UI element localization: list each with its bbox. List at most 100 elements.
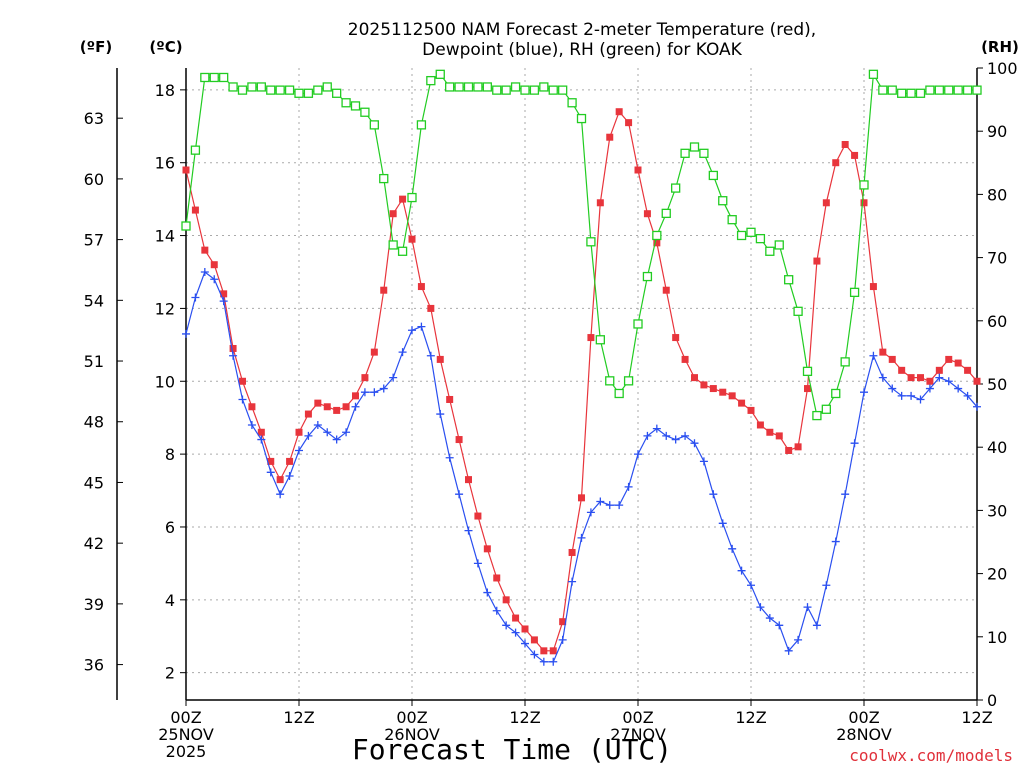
rh-point — [332, 88, 342, 98]
rh-point — [558, 85, 568, 95]
dewpoint-point — [332, 435, 341, 444]
dewpoint-point — [323, 428, 332, 437]
x-tick-label: 25NOV — [158, 725, 214, 744]
rh-point — [341, 98, 351, 108]
dewpoint-point — [426, 351, 435, 360]
temperature-point — [380, 286, 388, 294]
rh-point — [652, 230, 662, 241]
dewpoint-point — [869, 351, 878, 360]
dewpoint-point — [389, 373, 398, 382]
rh-unit-label: (RH) — [981, 38, 1019, 56]
rh-point — [209, 72, 219, 83]
dewpoint-point — [473, 559, 482, 568]
temperature-point — [361, 374, 369, 382]
rh-tick-label: 0 — [987, 691, 997, 710]
celsius-tick-label: 12 — [155, 299, 175, 318]
rh-axis: 0 10 20 30 40 50 60 70 80 90 100 — [977, 59, 1018, 710]
temperature-point — [964, 366, 972, 374]
dewpoint-point — [219, 297, 228, 306]
temperature-point — [276, 476, 284, 484]
temperature-point — [465, 476, 472, 484]
rh-point — [689, 142, 700, 152]
dewpoint-point — [747, 581, 755, 590]
celsius-unit-label: (ºC) — [149, 38, 182, 56]
rh-point — [774, 240, 784, 250]
dewpoint-point — [907, 391, 916, 400]
rh-point — [897, 88, 907, 98]
rh-point — [463, 82, 474, 92]
temperature-point — [417, 283, 425, 291]
rh-point — [868, 69, 879, 79]
dewpoint-point — [652, 424, 661, 433]
temperature-point — [954, 359, 962, 367]
temperature-point — [917, 374, 924, 382]
rh-point — [388, 240, 398, 250]
x-axis-title: Forecast Time (UTC) — [352, 733, 672, 766]
rh-point — [492, 85, 502, 95]
rh-point — [821, 404, 831, 414]
celsius-tick-label: 18 — [155, 81, 175, 100]
temperature-point — [549, 647, 557, 655]
temperature-point — [568, 548, 576, 556]
temperature-point — [700, 381, 708, 389]
temperature-point — [512, 614, 520, 622]
temperature-point — [257, 428, 265, 436]
rh-point — [369, 120, 379, 130]
dewpoint-point — [624, 482, 633, 491]
temperature-point — [766, 428, 774, 436]
dewpoint-point — [765, 614, 774, 623]
rh-point — [576, 113, 587, 124]
rh-point — [708, 170, 718, 181]
dewpoint-point — [850, 439, 859, 448]
rh-tick-label: 40 — [987, 438, 1007, 457]
temperature-point — [869, 283, 877, 291]
fahrenheit-tick-label: 60 — [84, 170, 104, 189]
dewpoint-point — [812, 621, 821, 630]
temperature-point — [502, 596, 510, 604]
dewpoint-point — [191, 293, 200, 302]
temperature-point — [775, 432, 783, 440]
rh-tick-label: 50 — [987, 375, 1007, 394]
dewpoint-point — [351, 402, 360, 411]
temperature-point — [248, 403, 256, 411]
temperature-point — [860, 199, 868, 207]
fahrenheit-tick-label: 39 — [84, 595, 104, 614]
celsius-tick-label: 4 — [165, 591, 175, 610]
dewpoint-point — [944, 377, 953, 386]
rh-point — [520, 85, 530, 95]
fahrenheit-unit-label: (ºF) — [80, 38, 112, 56]
dewpoint-point — [549, 657, 558, 666]
dewpoint-point — [925, 384, 934, 393]
dewpoint-point — [530, 650, 539, 659]
dewpoint-point — [643, 431, 652, 440]
rh-point — [812, 410, 822, 421]
x-tick-label: 28NOV — [836, 725, 892, 744]
rh-point — [831, 388, 841, 399]
temperature-point — [888, 355, 896, 363]
x-tick-label: 00Z — [622, 708, 653, 727]
dewpoint-point — [888, 384, 897, 393]
rh-point — [840, 357, 850, 367]
dewpoint-point — [690, 439, 699, 448]
rh-point — [294, 88, 304, 98]
x-tick-label: 12Z — [283, 708, 314, 727]
temperature-point — [606, 133, 614, 141]
temperature-point — [578, 494, 585, 502]
rh-point — [887, 85, 897, 95]
rh-point — [784, 275, 794, 285]
dewpoint-point — [860, 388, 868, 397]
temperature-point — [945, 355, 953, 363]
rh-point — [228, 82, 238, 92]
dewpoint-point — [521, 639, 529, 648]
temperature-point — [295, 428, 303, 436]
temperature-point — [747, 406, 755, 414]
rh-point — [397, 246, 408, 256]
rh-point — [181, 221, 191, 231]
rh-point — [671, 183, 681, 193]
dewpoint-point — [728, 544, 737, 553]
temperature-point — [474, 512, 482, 520]
dewpoint-point — [568, 577, 577, 586]
rh-point — [614, 388, 624, 399]
temperature-point — [756, 421, 764, 429]
